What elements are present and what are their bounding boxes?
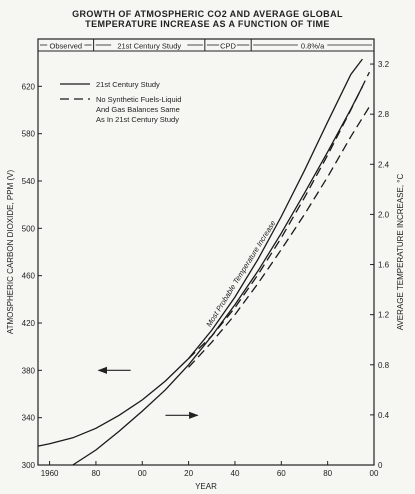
right-tick-label: 2.4 [378,160,390,169]
left-tick-label: 340 [22,414,36,423]
x-tick-label: 00 [138,469,147,478]
x-tick-label: 20 [184,469,193,478]
x-axis-label: YEAR [195,482,217,491]
legend: 21st Century Study No Synthetic Fuels-Liq… [60,80,181,124]
series-line-4 [188,106,370,368]
series-lines [37,58,370,466]
x-axis: 1960 80 00 20 40 60 80 00 [41,461,379,478]
arrows [97,366,199,419]
legend-text: And Gas Balances Same [96,105,180,114]
period-label: CPD [220,42,236,51]
left-tick-label: 380 [22,366,36,375]
y-axis-left-label: ATMOSPHERIC CARBON DIOXIDE, PPM (V) [6,170,15,335]
period-band: Observed 21st Century Study CPD 0.8%/a [38,39,374,52]
x-tick-label: 40 [231,469,240,478]
left-tick-label: 500 [22,224,36,233]
left-tick-label: 300 [22,461,36,470]
right-tick-label: 0.4 [378,411,390,420]
right-tick-label: 1.2 [378,311,390,320]
period-label: 0.8%/a [301,42,325,51]
legend-text: As In 21st Century Study [96,115,179,124]
right-axis: 0 0.4 0.8 1.2 1.6 2.0 2.4 2.8 3.2 [370,60,390,470]
right-tick-label: 0 [378,461,383,470]
y-axis-right-label: AVERAGE TEMPERATURE INCREASE, °C [396,173,405,330]
right-tick-label: 2.8 [378,110,390,119]
series-line-3 [72,86,363,466]
legend-text: 21st Century Study [96,80,160,89]
period-label: 21st Century Study [117,42,181,51]
right-tick-label: 3.2 [378,60,390,69]
right-tick-label: 2.0 [378,210,390,219]
period-label: Observed [50,42,83,51]
x-tick-label: 00 [370,469,379,478]
legend-text: No Synthetic Fuels-Liquid [96,95,181,104]
x-tick-label: 1960 [41,469,59,478]
left-tick-label: 420 [22,319,36,328]
left-tick-label: 620 [22,82,36,91]
left-tick-label: 580 [22,130,36,139]
x-tick-label: 80 [91,469,100,478]
chart-title-line-1: GROWTH OF ATMOSPHERIC CO2 AND AVERAGE GL… [72,9,343,19]
series-line-1 [37,58,363,447]
x-tick-label: 60 [277,469,286,478]
annotation-most-probable: Most Probable Temperature Increase [204,219,277,329]
plot-frame [37,38,375,466]
x-tick-label: 80 [323,469,332,478]
left-tick-label: 460 [22,272,36,281]
left-axis: 300 340 380 420 460 500 540 580 620 [22,82,42,470]
right-tick-label: 1.6 [378,261,390,270]
left-tick-label: 540 [22,177,36,186]
right-tick-label: 0.8 [378,361,390,370]
chart-title-line-2: TEMPERATURE INCREASE AS A FUNCTION OF TI… [85,19,330,29]
